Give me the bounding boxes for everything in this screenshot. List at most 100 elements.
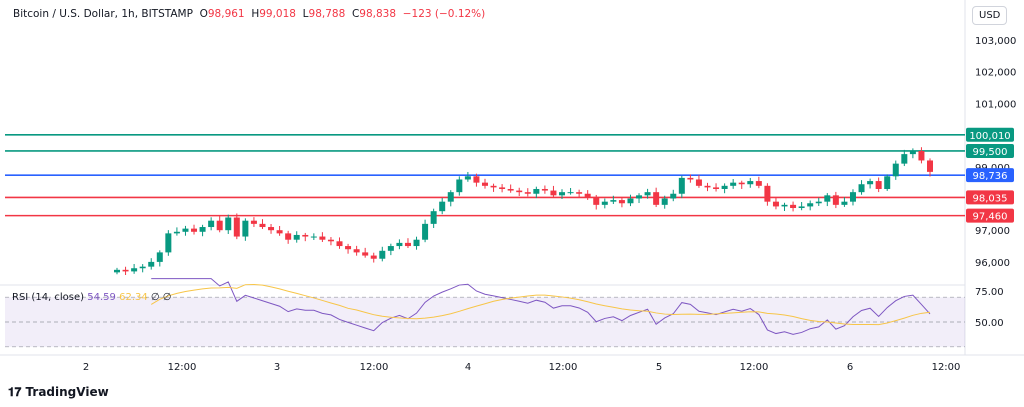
currency-button[interactable]: USD xyxy=(972,6,1008,25)
candle-body xyxy=(610,200,617,202)
candle-body xyxy=(867,181,874,185)
candle-body xyxy=(276,230,283,234)
candle-body xyxy=(473,176,480,183)
candle-body xyxy=(627,198,634,204)
candle-body xyxy=(481,182,488,186)
candle-body xyxy=(721,185,728,189)
candle-body xyxy=(567,192,574,194)
candle-body xyxy=(781,204,788,207)
candle-body xyxy=(790,204,797,209)
candle-body xyxy=(927,160,933,172)
brand-name: TradingView xyxy=(25,385,109,399)
rsi-tick-label: 75.00 xyxy=(975,287,1004,298)
candle-body xyxy=(250,220,257,224)
high-label: H xyxy=(251,8,260,20)
candle-body xyxy=(730,182,737,186)
tradingview-logo[interactable]: 𝟏𝟕 TradingView xyxy=(8,385,109,400)
candle-body xyxy=(901,154,908,164)
candle-body xyxy=(456,179,463,193)
candle-body xyxy=(601,201,608,205)
candle-body xyxy=(892,163,899,177)
candle-body xyxy=(661,198,668,205)
x-tick-label: 12:00 xyxy=(549,362,578,373)
candle-body xyxy=(439,201,446,212)
candle-body xyxy=(798,206,805,209)
candle-body xyxy=(687,177,694,180)
level-label: 99,500 xyxy=(973,147,1008,158)
candle-body xyxy=(636,195,643,199)
tv-logo-icon: 𝟏𝟕 xyxy=(8,385,26,399)
candle-body xyxy=(918,150,925,161)
candle-body xyxy=(533,188,540,194)
candle-body xyxy=(156,252,163,262)
candle-body xyxy=(824,195,831,202)
low-value: 98,788 xyxy=(308,8,346,20)
level-badge xyxy=(966,143,1014,158)
candle-body xyxy=(464,176,471,180)
close-value: 98,838 xyxy=(359,8,397,20)
candle-body xyxy=(550,190,557,196)
candle-body xyxy=(447,192,454,202)
candle-body xyxy=(259,223,266,228)
candle-body xyxy=(216,220,223,231)
y-tick-label: 96,000 xyxy=(975,258,1010,269)
open-value: 98,961 xyxy=(207,8,245,20)
x-tick-label: 12:00 xyxy=(168,362,197,373)
level-badge xyxy=(966,127,1014,142)
candle-body xyxy=(362,252,369,256)
rsi-legend: RSI (14, close) 54.59 62.34 ∅ ∅ xyxy=(12,292,172,303)
symbol-header: Bitcoin / U.S. Dollar, 1h, BITSTAMP O98,… xyxy=(13,8,485,20)
candle-body xyxy=(173,231,180,234)
candle-body xyxy=(772,201,779,207)
candle-body xyxy=(191,228,198,232)
level-label: 98,736 xyxy=(973,171,1008,182)
symbol-title: Bitcoin / U.S. Dollar, 1h, BITSTAMP xyxy=(13,8,193,20)
candle-body xyxy=(884,176,891,189)
candle-body xyxy=(404,242,411,247)
low-label: L xyxy=(302,8,309,20)
y-tick-label: 97,000 xyxy=(975,226,1010,237)
candle-body xyxy=(670,193,677,199)
candle-body xyxy=(678,177,685,194)
rsi-extra: ∅ ∅ xyxy=(150,292,172,303)
candle-body xyxy=(199,227,206,232)
candle-body xyxy=(345,246,352,250)
candle-body xyxy=(849,192,856,202)
x-tick-label: 3 xyxy=(274,362,280,373)
candle-body xyxy=(704,185,711,188)
y-tick-label: 102,000 xyxy=(975,68,1016,79)
candle-body xyxy=(618,200,625,204)
x-tick-label: 4 xyxy=(465,362,471,373)
candle-body xyxy=(559,192,566,196)
close-label: C xyxy=(351,8,360,20)
candle-body xyxy=(858,184,865,193)
candle-body xyxy=(695,179,702,186)
candle-body xyxy=(764,185,771,202)
candle-body xyxy=(233,217,240,237)
candle-body xyxy=(396,242,403,247)
candle-body xyxy=(593,196,600,205)
candle-body xyxy=(139,266,146,269)
candle-body xyxy=(875,181,882,189)
rsi-ma-value: 62.34 xyxy=(119,292,148,303)
candle-body xyxy=(541,188,548,191)
level-badge xyxy=(966,190,1014,205)
level-label: 98,035 xyxy=(973,193,1008,204)
candle-body xyxy=(807,203,814,207)
candle-body xyxy=(841,201,848,205)
open-label: O xyxy=(199,8,208,20)
candle-body xyxy=(644,192,651,196)
candle-body xyxy=(379,250,386,259)
x-tick-label: 2 xyxy=(83,362,89,373)
candle-body xyxy=(370,255,377,259)
candle-body xyxy=(148,261,155,267)
candle-body xyxy=(114,269,120,273)
rsi-label: RSI (14, close) xyxy=(12,292,85,303)
candle-body xyxy=(268,227,275,231)
candle-body xyxy=(131,268,138,272)
x-tick-label: 12:00 xyxy=(360,362,389,373)
high-value: 99,018 xyxy=(259,8,296,20)
candle-body xyxy=(499,187,506,189)
candle-body xyxy=(387,246,394,251)
